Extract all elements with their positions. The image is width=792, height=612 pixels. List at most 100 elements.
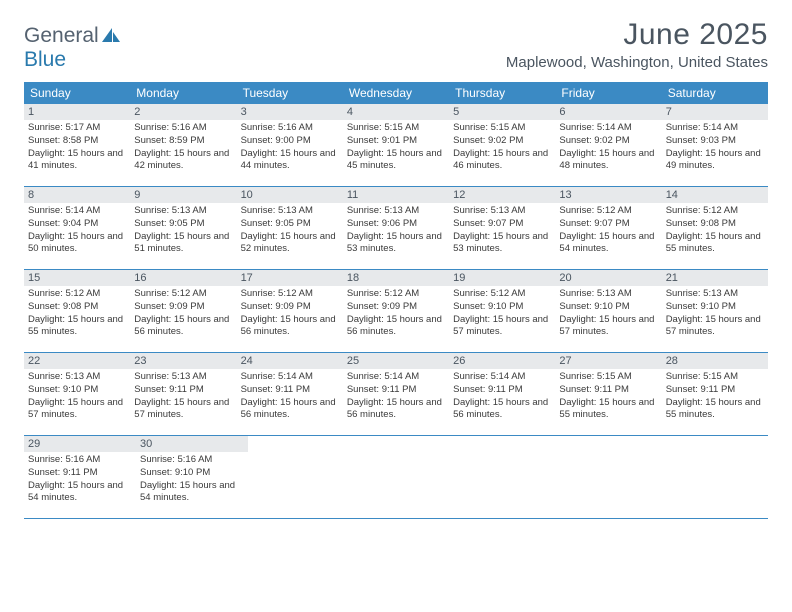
- sunrise-text: Sunrise: 5:13 AM: [241, 205, 339, 218]
- day-cell: 21Sunrise: 5:13 AMSunset: 9:10 PMDayligh…: [662, 270, 768, 352]
- day-number: 11: [343, 187, 449, 203]
- day-number: 6: [555, 104, 661, 120]
- empty-cell: [664, 436, 768, 518]
- sunset-text: Sunset: 9:11 PM: [453, 384, 551, 397]
- day-number: 5: [449, 104, 555, 120]
- day-cell: 1Sunrise: 5:17 AMSunset: 8:58 PMDaylight…: [24, 104, 130, 186]
- logo-text-blue: Blue: [24, 48, 66, 71]
- sunrise-text: Sunrise: 5:14 AM: [666, 122, 764, 135]
- sunrise-text: Sunrise: 5:13 AM: [559, 288, 657, 301]
- sunset-text: Sunset: 9:11 PM: [28, 467, 132, 480]
- sunrise-text: Sunrise: 5:12 AM: [241, 288, 339, 301]
- daylight-text: Daylight: 15 hours and 57 minutes.: [134, 397, 232, 423]
- sunset-text: Sunset: 9:10 PM: [666, 301, 764, 314]
- sunrise-text: Sunrise: 5:13 AM: [453, 205, 551, 218]
- sunset-text: Sunset: 9:08 PM: [666, 218, 764, 231]
- day-cell: 16Sunrise: 5:12 AMSunset: 9:09 PMDayligh…: [130, 270, 236, 352]
- day-cell: 3Sunrise: 5:16 AMSunset: 9:00 PMDaylight…: [237, 104, 343, 186]
- day-cell: 27Sunrise: 5:15 AMSunset: 9:11 PMDayligh…: [555, 353, 661, 435]
- sunset-text: Sunset: 9:02 PM: [559, 135, 657, 148]
- sunset-text: Sunset: 9:10 PM: [140, 467, 244, 480]
- day-cell: 9Sunrise: 5:13 AMSunset: 9:05 PMDaylight…: [130, 187, 236, 269]
- day-header: Tuesday: [237, 82, 343, 104]
- empty-cell: [248, 436, 352, 518]
- daylight-text: Daylight: 15 hours and 50 minutes.: [28, 231, 126, 257]
- day-cell: 19Sunrise: 5:12 AMSunset: 9:10 PMDayligh…: [449, 270, 555, 352]
- sunrise-text: Sunrise: 5:15 AM: [559, 371, 657, 384]
- sunset-text: Sunset: 9:09 PM: [347, 301, 445, 314]
- day-cell: 14Sunrise: 5:12 AMSunset: 9:08 PMDayligh…: [662, 187, 768, 269]
- day-number: 16: [130, 270, 236, 286]
- sunrise-text: Sunrise: 5:16 AM: [140, 454, 244, 467]
- sunset-text: Sunset: 9:00 PM: [241, 135, 339, 148]
- day-header: Saturday: [662, 82, 768, 104]
- sunrise-text: Sunrise: 5:12 AM: [453, 288, 551, 301]
- empty-cell: [456, 436, 560, 518]
- day-number: 13: [555, 187, 661, 203]
- daylight-text: Daylight: 15 hours and 57 minutes.: [666, 314, 764, 340]
- week-row: 1Sunrise: 5:17 AMSunset: 8:58 PMDaylight…: [24, 104, 768, 187]
- sunrise-text: Sunrise: 5:17 AM: [28, 122, 126, 135]
- day-cell: 17Sunrise: 5:12 AMSunset: 9:09 PMDayligh…: [237, 270, 343, 352]
- day-number: 10: [237, 187, 343, 203]
- day-cell: 20Sunrise: 5:13 AMSunset: 9:10 PMDayligh…: [555, 270, 661, 352]
- sunset-text: Sunset: 9:11 PM: [347, 384, 445, 397]
- sunset-text: Sunset: 9:11 PM: [134, 384, 232, 397]
- sunset-text: Sunset: 9:05 PM: [134, 218, 232, 231]
- sunset-text: Sunset: 9:05 PM: [241, 218, 339, 231]
- sunrise-text: Sunrise: 5:16 AM: [28, 454, 132, 467]
- day-cell: 26Sunrise: 5:14 AMSunset: 9:11 PMDayligh…: [449, 353, 555, 435]
- sunset-text: Sunset: 9:11 PM: [666, 384, 764, 397]
- daylight-text: Daylight: 15 hours and 41 minutes.: [28, 148, 126, 174]
- logo: GeneralBlue: [24, 24, 122, 72]
- daylight-text: Daylight: 15 hours and 46 minutes.: [453, 148, 551, 174]
- sunrise-text: Sunrise: 5:14 AM: [347, 371, 445, 384]
- sunrise-text: Sunrise: 5:12 AM: [347, 288, 445, 301]
- day-number: 3: [237, 104, 343, 120]
- title-block: June 2025 Maplewood, Washington, United …: [506, 18, 768, 71]
- day-header: Friday: [555, 82, 661, 104]
- daylight-text: Daylight: 15 hours and 56 minutes.: [241, 314, 339, 340]
- daylight-text: Daylight: 15 hours and 54 minutes.: [140, 480, 244, 506]
- day-number: 21: [662, 270, 768, 286]
- sunrise-text: Sunrise: 5:16 AM: [241, 122, 339, 135]
- sunset-text: Sunset: 9:10 PM: [559, 301, 657, 314]
- day-number: 4: [343, 104, 449, 120]
- daylight-text: Daylight: 15 hours and 55 minutes.: [559, 397, 657, 423]
- daylight-text: Daylight: 15 hours and 56 minutes.: [347, 397, 445, 423]
- sunset-text: Sunset: 8:59 PM: [134, 135, 232, 148]
- week-row: 29Sunrise: 5:16 AMSunset: 9:11 PMDayligh…: [24, 436, 768, 519]
- day-number: 24: [237, 353, 343, 369]
- daylight-text: Daylight: 15 hours and 56 minutes.: [347, 314, 445, 340]
- day-cell: 8Sunrise: 5:14 AMSunset: 9:04 PMDaylight…: [24, 187, 130, 269]
- daylight-text: Daylight: 15 hours and 55 minutes.: [666, 231, 764, 257]
- day-cell: 6Sunrise: 5:14 AMSunset: 9:02 PMDaylight…: [555, 104, 661, 186]
- sunset-text: Sunset: 9:07 PM: [453, 218, 551, 231]
- sunrise-text: Sunrise: 5:15 AM: [453, 122, 551, 135]
- day-number: 23: [130, 353, 236, 369]
- daylight-text: Daylight: 15 hours and 42 minutes.: [134, 148, 232, 174]
- day-cell: 30 Sunrise: 5:16 AMSunset: 9:10 PMDayligh…: [136, 436, 248, 518]
- daylight-text: Daylight: 15 hours and 55 minutes.: [28, 314, 126, 340]
- location-text: Maplewood, Washington, United States: [506, 54, 768, 71]
- daylight-text: Daylight: 15 hours and 57 minutes.: [28, 397, 126, 423]
- day-number: 30: [136, 436, 248, 452]
- sunset-text: Sunset: 9:01 PM: [347, 135, 445, 148]
- day-cell: 13Sunrise: 5:12 AMSunset: 9:07 PMDayligh…: [555, 187, 661, 269]
- day-cell: 18Sunrise: 5:12 AMSunset: 9:09 PMDayligh…: [343, 270, 449, 352]
- day-cell: 24Sunrise: 5:14 AMSunset: 9:11 PMDayligh…: [237, 353, 343, 435]
- sunset-text: Sunset: 9:07 PM: [559, 218, 657, 231]
- logo-text: GeneralBlue: [24, 24, 122, 72]
- day-header: Monday: [130, 82, 236, 104]
- empty-cell: [352, 436, 456, 518]
- day-cell: 25Sunrise: 5:14 AMSunset: 9:11 PMDayligh…: [343, 353, 449, 435]
- sunrise-text: Sunrise: 5:16 AM: [134, 122, 232, 135]
- day-cell: 2Sunrise: 5:16 AMSunset: 8:59 PMDaylight…: [130, 104, 236, 186]
- daylight-text: Daylight: 15 hours and 57 minutes.: [453, 314, 551, 340]
- header: GeneralBlue June 2025 Maplewood, Washing…: [24, 18, 768, 72]
- sunset-text: Sunset: 9:02 PM: [453, 135, 551, 148]
- calendar: SundayMondayTuesdayWednesdayThursdayFrid…: [24, 82, 768, 519]
- day-cell: 15Sunrise: 5:12 AMSunset: 9:08 PMDayligh…: [24, 270, 130, 352]
- day-header: Wednesday: [343, 82, 449, 104]
- day-cell: 28Sunrise: 5:15 AMSunset: 9:11 PMDayligh…: [662, 353, 768, 435]
